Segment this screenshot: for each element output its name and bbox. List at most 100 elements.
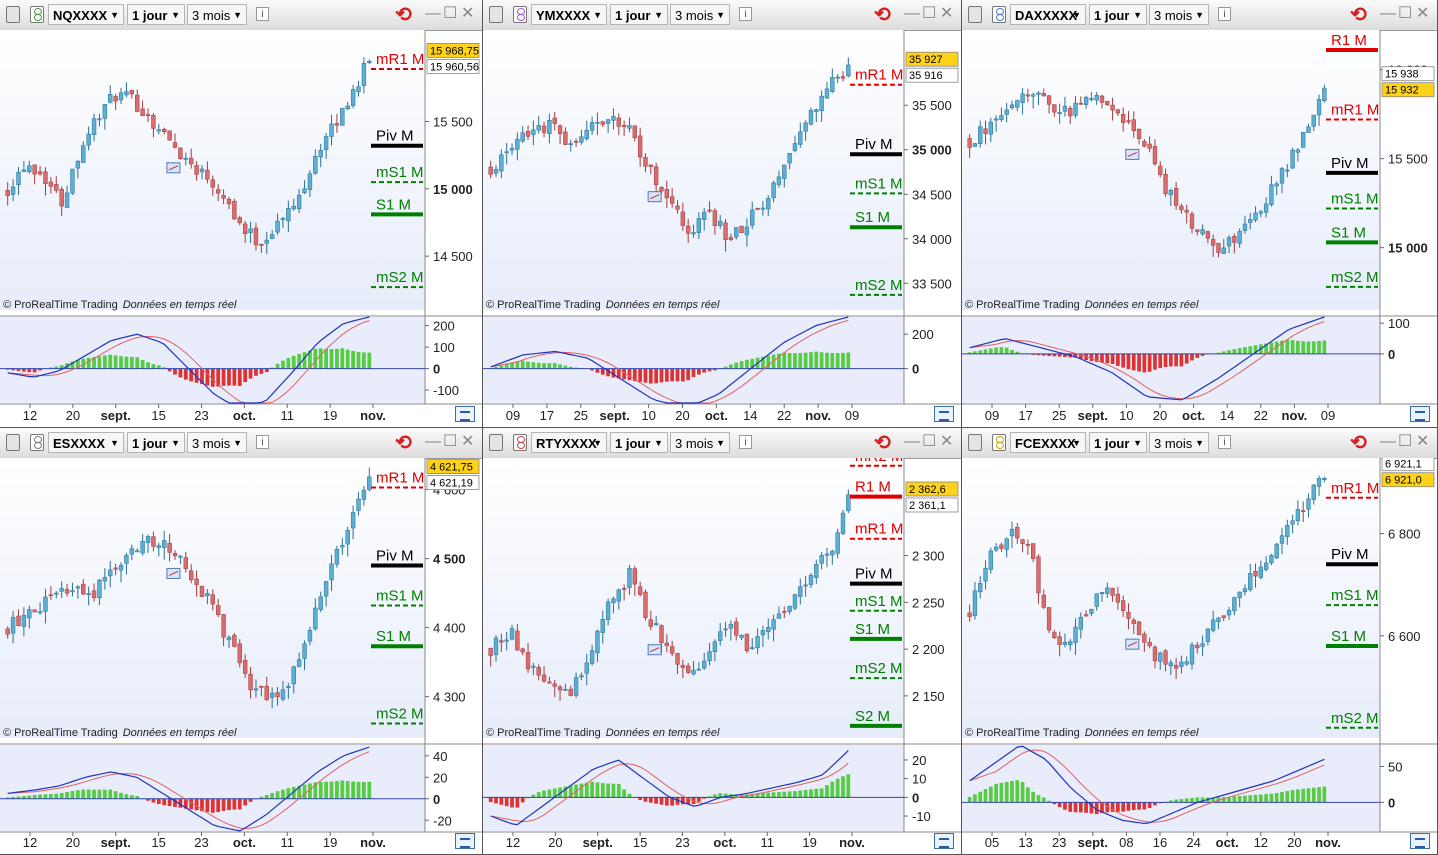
gold-link-icon[interactable] — [992, 434, 1006, 451]
chart-type-icon[interactable] — [6, 434, 20, 451]
info-icon[interactable]: i — [256, 435, 269, 449]
pivot-level-s1-m[interactable]: S1 M — [850, 209, 902, 230]
maximize-icon[interactable]: ☐ — [443, 433, 458, 450]
minimize-icon[interactable]: — — [904, 5, 920, 22]
pivot-level-s1-m[interactable]: S1 M — [371, 196, 423, 217]
pivot-level-s1-m[interactable]: S1 M — [1326, 628, 1378, 648]
info-icon[interactable]: i — [256, 7, 269, 21]
close-icon[interactable]: ✕ — [461, 5, 475, 22]
red-link-icon[interactable] — [513, 434, 527, 451]
chart-canvas[interactable]: mR1 M Piv M mS1 M S1 M mS2 M 35 500 35 000 34 5… — [483, 30, 962, 428]
interval-selector[interactable]: 1 jour ▼ — [127, 4, 185, 25]
pivot-level-s1-m[interactable]: S1 M — [1326, 224, 1378, 245]
close-icon[interactable]: ✕ — [940, 5, 954, 22]
close-icon[interactable]: ✕ — [940, 433, 954, 450]
range-selector[interactable]: 3 mois ▼ — [1149, 4, 1209, 25]
maximize-icon[interactable]: ☐ — [1398, 5, 1413, 22]
pivot-level-ms1-m[interactable]: mS1 M — [850, 593, 903, 612]
range-selector[interactable]: 3 mois ▼ — [187, 4, 247, 25]
range-selector[interactable]: 3 mois ▼ — [1149, 432, 1209, 453]
symbol-selector[interactable]: FCEXXXX ▼ — [1010, 432, 1086, 453]
info-icon[interactable]: i — [1218, 435, 1231, 449]
zoom-reset-button[interactable] — [934, 406, 954, 422]
pivot-level-ms1-m[interactable]: mS1 M — [371, 588, 424, 607]
info-icon[interactable]: i — [739, 435, 752, 449]
interval-selector[interactable]: 1 jour ▼ — [127, 432, 185, 453]
chart-canvas[interactable]: mR1 M Piv M mS1 M S1 M mS2 M 15 500 15 000 14 5… — [0, 30, 483, 428]
symbol-selector[interactable]: NQXXXX ▼ — [48, 4, 124, 25]
sync-icon[interactable]: ⟲ — [395, 4, 412, 26]
minimize-icon[interactable]: — — [425, 5, 441, 22]
sync-icon[interactable]: ⟲ — [1350, 432, 1367, 454]
minimize-icon[interactable]: — — [904, 433, 920, 450]
event-marker-icon[interactable] — [647, 191, 662, 203]
pivot-level-mr1-m[interactable]: mR1 M — [850, 521, 903, 540]
chart-canvas[interactable]: mR1 M Piv M mS1 M S1 M mS2 M 6 800 6 600 6 921,… — [962, 458, 1438, 855]
pivot-level-mr1-m[interactable]: mR1 M — [1326, 101, 1379, 121]
event-marker-icon[interactable] — [647, 644, 662, 656]
chart-type-icon[interactable] — [489, 6, 503, 23]
info-icon[interactable]: i — [739, 7, 752, 21]
zoom-reset-button[interactable] — [934, 833, 954, 849]
range-selector[interactable]: 3 mois ▼ — [187, 432, 247, 453]
purple-link-icon[interactable] — [513, 6, 527, 23]
green-link-icon[interactable] — [30, 6, 44, 23]
info-icon[interactable]: i — [1218, 7, 1231, 21]
chart-type-icon[interactable] — [489, 434, 503, 451]
symbol-selector[interactable]: RTYXXXX ▼ — [531, 432, 607, 453]
pivot-level-mr1-m[interactable]: mR1 M — [850, 67, 903, 86]
pivot-level-mr2-m[interactable]: mR2 M — [850, 458, 903, 467]
event-marker-icon[interactable] — [1125, 148, 1140, 160]
symbol-selector[interactable]: YMXXXX ▼ — [531, 4, 607, 25]
minimize-icon[interactable]: — — [425, 433, 441, 450]
pivot-level-piv-m[interactable]: Piv M — [371, 128, 423, 148]
interval-selector[interactable]: 1 jour ▼ — [1089, 432, 1147, 453]
pivot-level-ms2-m[interactable]: mS2 M — [1326, 269, 1379, 288]
minimize-icon[interactable]: — — [1380, 433, 1396, 450]
chart-type-icon[interactable] — [6, 6, 20, 23]
maximize-icon[interactable]: ☐ — [922, 5, 937, 22]
zoom-reset-button[interactable] — [455, 833, 475, 849]
pivot-level-piv-m[interactable]: Piv M — [850, 566, 902, 586]
event-marker-icon[interactable] — [1125, 638, 1140, 650]
chart-canvas[interactable]: mR2 M R1 M mR1 M Piv M mS1 M S1 M mS2 M S2 M 2 3… — [483, 458, 962, 855]
pivot-level-piv-m[interactable]: Piv M — [371, 548, 423, 568]
maximize-icon[interactable]: ☐ — [443, 5, 458, 22]
pivot-level-r1-m[interactable]: R1 M — [850, 479, 902, 499]
range-selector[interactable]: 3 mois ▼ — [670, 4, 730, 25]
interval-selector[interactable]: 1 jour ▼ — [1089, 4, 1147, 25]
maximize-icon[interactable]: ☐ — [922, 433, 937, 450]
gray-link-icon[interactable] — [30, 434, 44, 451]
pivot-level-ms2-m[interactable]: mS2 M — [1326, 710, 1379, 729]
interval-selector[interactable]: 1 jour ▼ — [610, 432, 668, 453]
pivot-level-s2-m[interactable]: S2 M — [850, 708, 902, 728]
pivot-level-piv-m[interactable]: Piv M — [850, 136, 902, 157]
zoom-reset-button[interactable] — [455, 406, 475, 422]
pivot-level-piv-m[interactable]: Piv M — [1326, 546, 1378, 567]
symbol-selector[interactable]: DAXXXXX ▼ — [1010, 4, 1086, 25]
pivot-level-piv-m[interactable]: Piv M — [1326, 155, 1378, 175]
pivot-level-ms1-m[interactable]: mS1 M — [1326, 191, 1379, 210]
blue-link-icon[interactable] — [992, 6, 1006, 23]
sync-icon[interactable]: ⟲ — [874, 4, 891, 26]
sync-icon[interactable]: ⟲ — [874, 432, 891, 454]
zoom-reset-button[interactable] — [1410, 406, 1430, 422]
pivot-level-s1-m[interactable]: S1 M — [850, 621, 902, 641]
range-selector[interactable]: 3 mois ▼ — [670, 432, 730, 453]
event-marker-icon[interactable] — [166, 162, 181, 174]
chart-type-icon[interactable] — [968, 434, 982, 451]
symbol-selector[interactable]: ESXXXX ▼ — [48, 432, 124, 453]
sync-icon[interactable]: ⟲ — [395, 432, 412, 454]
pivot-level-ms2-m[interactable]: mS2 M — [371, 706, 424, 725]
pivot-level-mr1-m[interactable]: mR1 M — [371, 470, 424, 489]
pivot-level-r1-m[interactable]: R1 M — [1326, 32, 1378, 53]
pivot-level-s1-m[interactable]: S1 M — [371, 628, 423, 649]
minimize-icon[interactable]: — — [1380, 5, 1396, 22]
maximize-icon[interactable]: ☐ — [1398, 433, 1413, 450]
pivot-level-mr1-m[interactable]: mR1 M — [1326, 480, 1379, 499]
sync-icon[interactable]: ⟲ — [1350, 4, 1367, 26]
close-icon[interactable]: ✕ — [1416, 5, 1430, 22]
pivot-level-ms1-m[interactable]: mS1 M — [371, 164, 424, 184]
